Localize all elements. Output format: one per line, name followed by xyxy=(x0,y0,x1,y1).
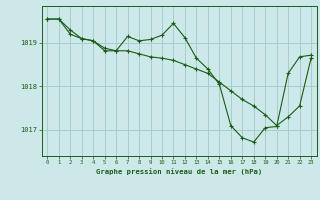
X-axis label: Graphe pression niveau de la mer (hPa): Graphe pression niveau de la mer (hPa) xyxy=(96,168,262,175)
